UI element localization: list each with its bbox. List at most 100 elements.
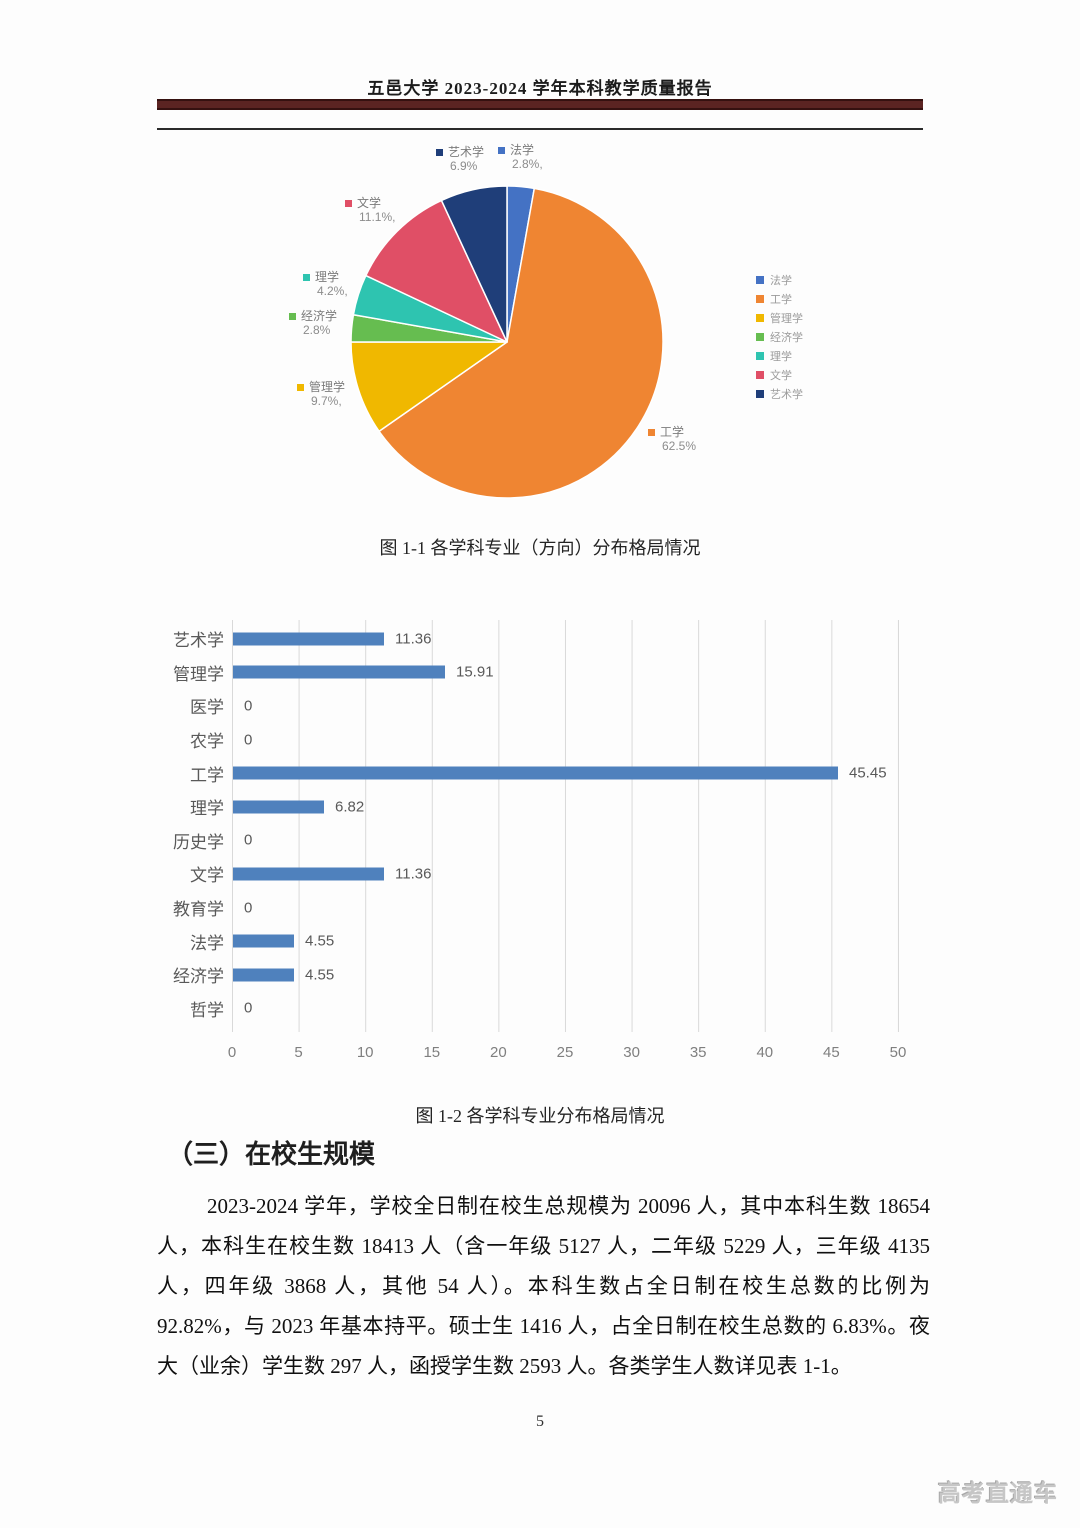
- body-paragraph: 2023-2024 学年，学校全日制在校生总规模为 20096 人，其中本科生数…: [157, 1194, 930, 1378]
- legend-label: 文学: [770, 369, 792, 382]
- pie-slice-6: [440, 185, 508, 343]
- legend-label: 艺术学: [770, 388, 803, 401]
- color-swatch-icon: [756, 313, 764, 322]
- color-swatch-icon: [756, 370, 764, 379]
- bar-value-label: 0: [244, 731, 253, 749]
- pie-label-text: 文学: [357, 196, 382, 210]
- color-swatch-icon: [756, 351, 764, 360]
- header-rule-thick: [157, 99, 923, 110]
- bar-row-2: 医学 0: [160, 689, 930, 723]
- bar: [233, 766, 838, 780]
- bar-gridlines: [232, 620, 899, 1032]
- bar-plot: 4.55: [233, 924, 899, 958]
- pie-slice-label: 经济学 2.8%: [289, 309, 337, 337]
- legend-label: 法学: [770, 274, 792, 287]
- pie-slice-label: 工学 62.5%: [648, 425, 696, 453]
- legend-label: 理学: [770, 350, 792, 363]
- bar-category-label: 经济学: [173, 967, 224, 987]
- bar-row-4: 工学 45.45: [160, 756, 930, 790]
- color-swatch-icon: [498, 147, 505, 155]
- bar: [233, 632, 384, 646]
- color-swatch-icon: [756, 275, 764, 284]
- figure-caption-2: 图 1-2 各学科专业分布格局情况: [415, 1106, 665, 1126]
- bar-category-label: 管理学: [173, 664, 224, 684]
- bar-value-label: 6.82: [335, 798, 365, 816]
- pie-label-value: 62.5%: [662, 439, 697, 453]
- bar-category-label: 历史学: [173, 832, 224, 852]
- bar-plot: 0: [233, 723, 899, 757]
- color-swatch-icon: [756, 294, 764, 303]
- bar-value-label: 15.91: [456, 663, 494, 681]
- bar-category-label: 艺术学: [173, 631, 224, 651]
- legend-label: 经济学: [770, 331, 803, 344]
- pie-svg: [350, 185, 664, 499]
- x-tick-40: 40: [756, 1044, 774, 1061]
- bar-category-label: 文学: [190, 866, 224, 886]
- bar-value-label: 4.55: [305, 966, 335, 984]
- bar-category-label: 工学: [190, 765, 224, 785]
- x-tick-15: 15: [423, 1044, 441, 1061]
- x-tick-10: 10: [356, 1044, 374, 1061]
- bar-plot: 0: [233, 891, 899, 925]
- pie-slice-label: 文学 11.1%,: [345, 196, 395, 224]
- bar-plot: 15.91: [233, 656, 899, 690]
- legend-item-3: 经济学: [756, 327, 803, 346]
- pie-label-value: 2.8%: [303, 323, 331, 337]
- bar-value-label: 11.36: [395, 865, 432, 883]
- bar-value-label: 4.55: [305, 932, 335, 950]
- legend-item-5: 文学: [756, 365, 803, 384]
- x-tick-20: 20: [490, 1044, 507, 1061]
- bar-plot: 11.36: [233, 857, 899, 891]
- bar-category-label: 哲学: [190, 1000, 224, 1020]
- bar: [233, 867, 384, 881]
- bar-row-10: 经济学 4.55: [160, 958, 930, 992]
- pie-label-text: 艺术学: [448, 145, 485, 159]
- bar-plot: 11.36: [233, 622, 899, 656]
- legend-item-6: 艺术学: [756, 384, 803, 403]
- bar-plot: 0: [233, 689, 899, 723]
- bar-plot: 0: [233, 992, 899, 1026]
- bar-rows: 艺术学 11.36 管理学 15.91 医学 0 农学 0 工学 45.45 理学 6.82 历史学 0 文…: [160, 622, 930, 1025]
- legend-item-1: 工学: [756, 289, 803, 308]
- bar-value-label: 0: [244, 999, 253, 1017]
- bar-row-6: 历史学 0: [160, 824, 930, 858]
- pie-label-text: 法学: [510, 143, 535, 157]
- bar-plot: 4.55: [233, 958, 899, 992]
- pie-slice-2: [350, 341, 508, 433]
- color-swatch-icon: [297, 384, 304, 392]
- color-swatch-icon: [345, 200, 352, 208]
- x-axis-ticks: 0 5 10 15 20 25 30 35 40 45 50: [160, 1044, 950, 1068]
- color-swatch-icon: [303, 274, 310, 282]
- bar-row-1: 管理学 15.91: [160, 656, 930, 690]
- pie-label-text: 理学: [315, 270, 340, 284]
- pie-legend: 法学 工学 管理学 经济学 理学 文学 艺术学: [756, 270, 803, 403]
- bar-chart: 艺术学 11.36 管理学 15.91 医学 0 农学 0 工学 45.45 理学 6.82 历史学 0 文…: [160, 616, 950, 1076]
- legend-label: 工学: [770, 293, 792, 306]
- bar-row-8: 教育学 0: [160, 891, 930, 925]
- bar: [233, 800, 324, 814]
- pie-slice-label: 理学 4.2%,: [303, 270, 348, 298]
- bar-plot: 6.82: [233, 790, 899, 824]
- pie-slice-1: [378, 187, 664, 499]
- x-tick-30: 30: [623, 1044, 640, 1061]
- bar-category-label: 医学: [190, 698, 224, 718]
- bar-value-label: 0: [244, 899, 253, 917]
- color-swatch-icon: [756, 389, 764, 398]
- color-swatch-icon: [436, 149, 443, 157]
- header-title: 五邑大学 2023-2024 学年本科教学质量报告: [367, 79, 713, 98]
- bar-value-label: 45.45: [849, 764, 887, 782]
- bar: [233, 934, 294, 948]
- pie-label-value: 4.2%,: [317, 284, 348, 298]
- bar: [233, 665, 445, 679]
- x-tick-0: 0: [227, 1044, 237, 1061]
- pie-slice-label: 管理学 9.7%,: [297, 380, 345, 408]
- bar-category-label: 教育学: [173, 900, 224, 920]
- x-tick-5: 5: [294, 1044, 303, 1061]
- pie-label-text: 管理学: [309, 380, 346, 394]
- pie-label-value: 2.8%,: [512, 157, 543, 171]
- bar-value-label: 0: [244, 831, 253, 849]
- color-swatch-icon: [289, 313, 296, 321]
- bar-plot: 0: [233, 824, 899, 858]
- bar-row-9: 法学 4.55: [160, 924, 930, 958]
